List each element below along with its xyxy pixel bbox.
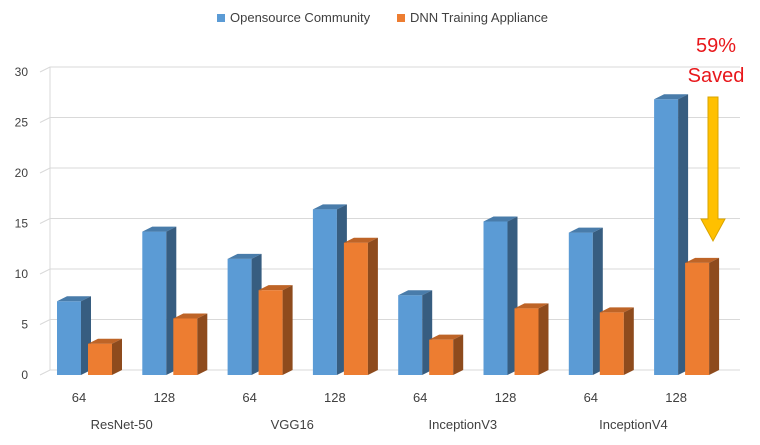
bar-opensource-top [483, 216, 518, 222]
bar-appliance [514, 308, 539, 375]
y-tick-label: 0 [21, 368, 28, 382]
legend-label: Opensource Community [230, 10, 371, 25]
group-label: VGG16 [271, 417, 314, 432]
legend-swatch [217, 14, 225, 22]
x-tick-label: 64 [72, 390, 86, 405]
bar-appliance-side [282, 285, 293, 375]
bar-appliance-side [197, 313, 208, 375]
bar-opensource [398, 295, 423, 375]
bar-opensource [312, 209, 337, 375]
bar-appliance-side [623, 307, 634, 375]
bar-appliance-side [709, 257, 720, 375]
bar-appliance [343, 242, 368, 375]
group-label: InceptionV4 [599, 417, 668, 432]
bar-appliance [88, 343, 112, 375]
bar-opensource-top [227, 253, 262, 259]
x-tick-label: 128 [665, 390, 687, 405]
bar-appliance [258, 290, 283, 375]
bar-appliance-top [599, 307, 634, 313]
bar-opensource [654, 99, 679, 376]
bar-opensource [227, 258, 252, 375]
bar-opensource-top [568, 227, 603, 233]
bar-opensource [57, 301, 81, 375]
gridline [39, 66, 740, 73]
x-tick-label: 128 [495, 390, 517, 405]
gridline [39, 117, 740, 123]
x-tick-label: 64 [413, 390, 427, 405]
bar-appliance [599, 312, 624, 375]
legend-label: DNN Training Appliance [410, 10, 548, 25]
bar-appliance-top [343, 237, 378, 243]
annotation-percent: 59% [696, 35, 736, 57]
y-tick-label: 20 [15, 166, 29, 180]
y-tick-label: 5 [21, 318, 28, 332]
bar-appliance [429, 339, 454, 375]
bar-appliance [173, 318, 198, 375]
x-tick-label: 128 [153, 390, 175, 405]
bar-opensource [483, 221, 508, 375]
bar-appliance-top [429, 334, 464, 340]
bar-appliance-top [514, 303, 549, 309]
y-tick-label: 25 [15, 116, 29, 130]
bar-opensource-top [57, 296, 91, 302]
x-tick-label: 128 [324, 390, 346, 405]
bar-appliance-top [173, 313, 208, 319]
bar-opensource-top [312, 204, 347, 210]
y-tick-label: 10 [15, 267, 29, 281]
bar-opensource [142, 231, 167, 375]
bar-appliance-top [88, 338, 122, 344]
bar-appliance-top [258, 285, 293, 291]
bar-opensource [568, 232, 593, 375]
bar-appliance-side [112, 338, 122, 375]
x-tick-label: 64 [584, 390, 598, 405]
gridline [39, 167, 740, 174]
y-tick-label: 15 [15, 217, 29, 231]
bar-opensource-top [142, 226, 177, 232]
bar-opensource-top [654, 94, 689, 100]
y-tick-label: 30 [15, 65, 29, 79]
bar-appliance-top [685, 257, 720, 263]
group-label: ResNet-50 [91, 417, 153, 432]
x-tick-label: 64 [242, 390, 256, 405]
bar-appliance-side [538, 303, 549, 375]
bar-appliance-side [367, 237, 378, 375]
legend-swatch [397, 14, 405, 22]
savings-arrow-icon [700, 96, 726, 243]
annotation-saved: Saved [688, 65, 745, 87]
group-label: InceptionV3 [429, 417, 498, 432]
bar-appliance-side [453, 334, 464, 375]
gridline [39, 218, 740, 224]
bar-opensource-top [398, 290, 433, 296]
bar-appliance [685, 262, 710, 375]
